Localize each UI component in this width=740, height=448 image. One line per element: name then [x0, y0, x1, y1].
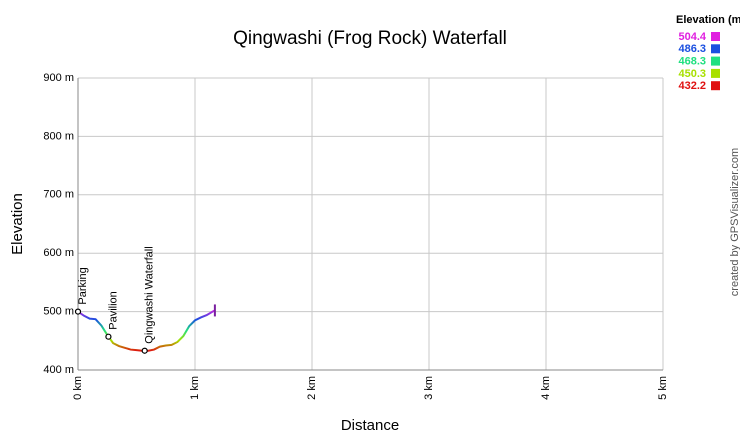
- legend-label: 486.3: [678, 43, 706, 55]
- y-tick-label: 800 m: [43, 130, 74, 142]
- x-axis-label: Distance: [341, 417, 399, 434]
- legend-label: 504.4: [678, 31, 706, 43]
- waypoint-label: Pavilion: [107, 291, 119, 330]
- legend-swatch: [711, 68, 720, 78]
- x-tick-label: 3 km: [423, 376, 435, 400]
- x-tick-label: 1 km: [189, 376, 201, 400]
- waypoint: [74, 308, 82, 315]
- legend-label: 450.3: [678, 68, 706, 80]
- credit: created by GPSVisualizer.com: [729, 148, 740, 296]
- x-tick-label: 4 km: [540, 376, 552, 400]
- y-axis-label: Elevation: [9, 193, 26, 255]
- legend-label: 432.2: [678, 80, 706, 92]
- legend-title: Elevation (m): [676, 14, 740, 26]
- legend-swatch: [711, 44, 720, 54]
- waypoint: [105, 333, 112, 340]
- x-tick-label: 2 km: [306, 376, 318, 400]
- elevation-line: [77, 309, 216, 352]
- legend-swatch: [711, 56, 720, 66]
- legend-label: 468.3: [678, 56, 706, 68]
- y-tick-label: 500 m: [43, 306, 74, 318]
- y-tick-label: 900 m: [43, 72, 74, 84]
- waypoint-label: Qingwashi Waterfall: [144, 246, 156, 343]
- y-tick-label: 700 m: [43, 189, 74, 201]
- y-tick-label: 600 m: [43, 247, 74, 259]
- chart-title: Qingwashi (Frog Rock) Waterfall: [233, 28, 507, 49]
- legend-swatch: [711, 32, 720, 41]
- waypoint-label: Parking: [77, 267, 89, 304]
- x-tick-label: 0 km: [72, 376, 84, 400]
- waypoint: [141, 347, 148, 354]
- y-tick-label: 400 m: [43, 364, 74, 376]
- legend-swatch: [711, 81, 720, 91]
- x-tick-label: 5 km: [657, 376, 669, 400]
